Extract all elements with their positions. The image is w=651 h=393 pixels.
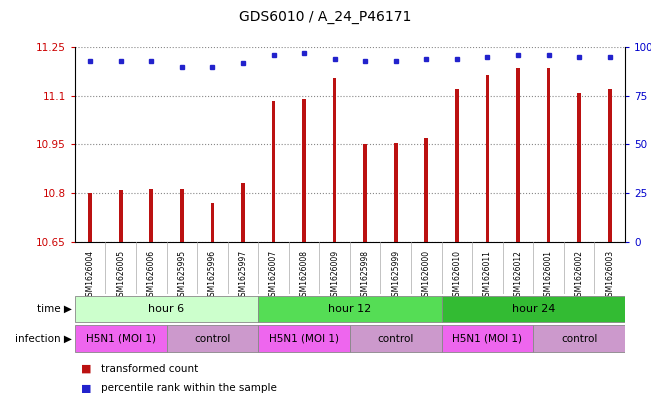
Text: infection ▶: infection ▶ (15, 334, 72, 343)
FancyBboxPatch shape (167, 325, 258, 352)
Text: control: control (561, 334, 598, 343)
Bar (577, 93, 581, 242)
Text: GSM1625999: GSM1625999 (391, 250, 400, 301)
Bar (516, 68, 520, 242)
Text: control: control (194, 334, 230, 343)
Bar (89, 193, 92, 242)
Text: GSM1626009: GSM1626009 (330, 250, 339, 301)
Bar (302, 99, 306, 242)
Text: ■: ■ (81, 364, 92, 374)
Bar (119, 190, 122, 242)
Text: GSM1626007: GSM1626007 (269, 250, 278, 301)
FancyBboxPatch shape (258, 325, 350, 352)
Text: time ▶: time ▶ (36, 304, 72, 314)
Bar (210, 203, 214, 242)
FancyBboxPatch shape (441, 296, 625, 322)
Text: GSM1625996: GSM1625996 (208, 250, 217, 301)
FancyBboxPatch shape (258, 296, 441, 322)
Text: GDS6010 / A_24_P46171: GDS6010 / A_24_P46171 (240, 10, 411, 24)
Text: control: control (378, 334, 414, 343)
Text: GSM1626000: GSM1626000 (422, 250, 431, 301)
Text: GSM1626010: GSM1626010 (452, 250, 462, 301)
Bar (150, 189, 153, 242)
Text: GSM1626002: GSM1626002 (575, 250, 583, 301)
Text: percentile rank within the sample: percentile rank within the sample (101, 383, 277, 393)
Bar (455, 89, 459, 242)
Text: GSM1626012: GSM1626012 (514, 250, 523, 301)
Text: GSM1626005: GSM1626005 (117, 250, 125, 301)
Bar (547, 68, 550, 242)
Bar (608, 89, 611, 242)
Text: hour 24: hour 24 (512, 304, 555, 314)
FancyBboxPatch shape (441, 325, 533, 352)
Text: GSM1625995: GSM1625995 (177, 250, 186, 301)
Text: hour 12: hour 12 (328, 304, 372, 314)
Text: GSM1625997: GSM1625997 (238, 250, 247, 301)
Text: GSM1626001: GSM1626001 (544, 250, 553, 301)
Text: GSM1626003: GSM1626003 (605, 250, 614, 301)
Bar (271, 101, 275, 242)
Text: GSM1626008: GSM1626008 (299, 250, 309, 301)
Bar (180, 189, 184, 242)
Bar (486, 75, 490, 242)
Text: GSM1625998: GSM1625998 (361, 250, 370, 301)
Bar (424, 138, 428, 242)
Text: H5N1 (MOI 1): H5N1 (MOI 1) (452, 334, 523, 343)
FancyBboxPatch shape (533, 325, 625, 352)
Text: hour 6: hour 6 (148, 304, 185, 314)
FancyBboxPatch shape (350, 325, 441, 352)
Bar (363, 145, 367, 242)
Text: H5N1 (MOI 1): H5N1 (MOI 1) (269, 334, 339, 343)
Text: ■: ■ (81, 383, 92, 393)
Text: GSM1626004: GSM1626004 (86, 250, 94, 301)
Text: transformed count: transformed count (101, 364, 198, 374)
Text: GSM1626011: GSM1626011 (483, 250, 492, 301)
Bar (394, 143, 398, 242)
Text: GSM1626006: GSM1626006 (146, 250, 156, 301)
Text: H5N1 (MOI 1): H5N1 (MOI 1) (86, 334, 156, 343)
Bar (241, 184, 245, 242)
FancyBboxPatch shape (75, 296, 258, 322)
FancyBboxPatch shape (75, 325, 167, 352)
Bar (333, 78, 337, 242)
